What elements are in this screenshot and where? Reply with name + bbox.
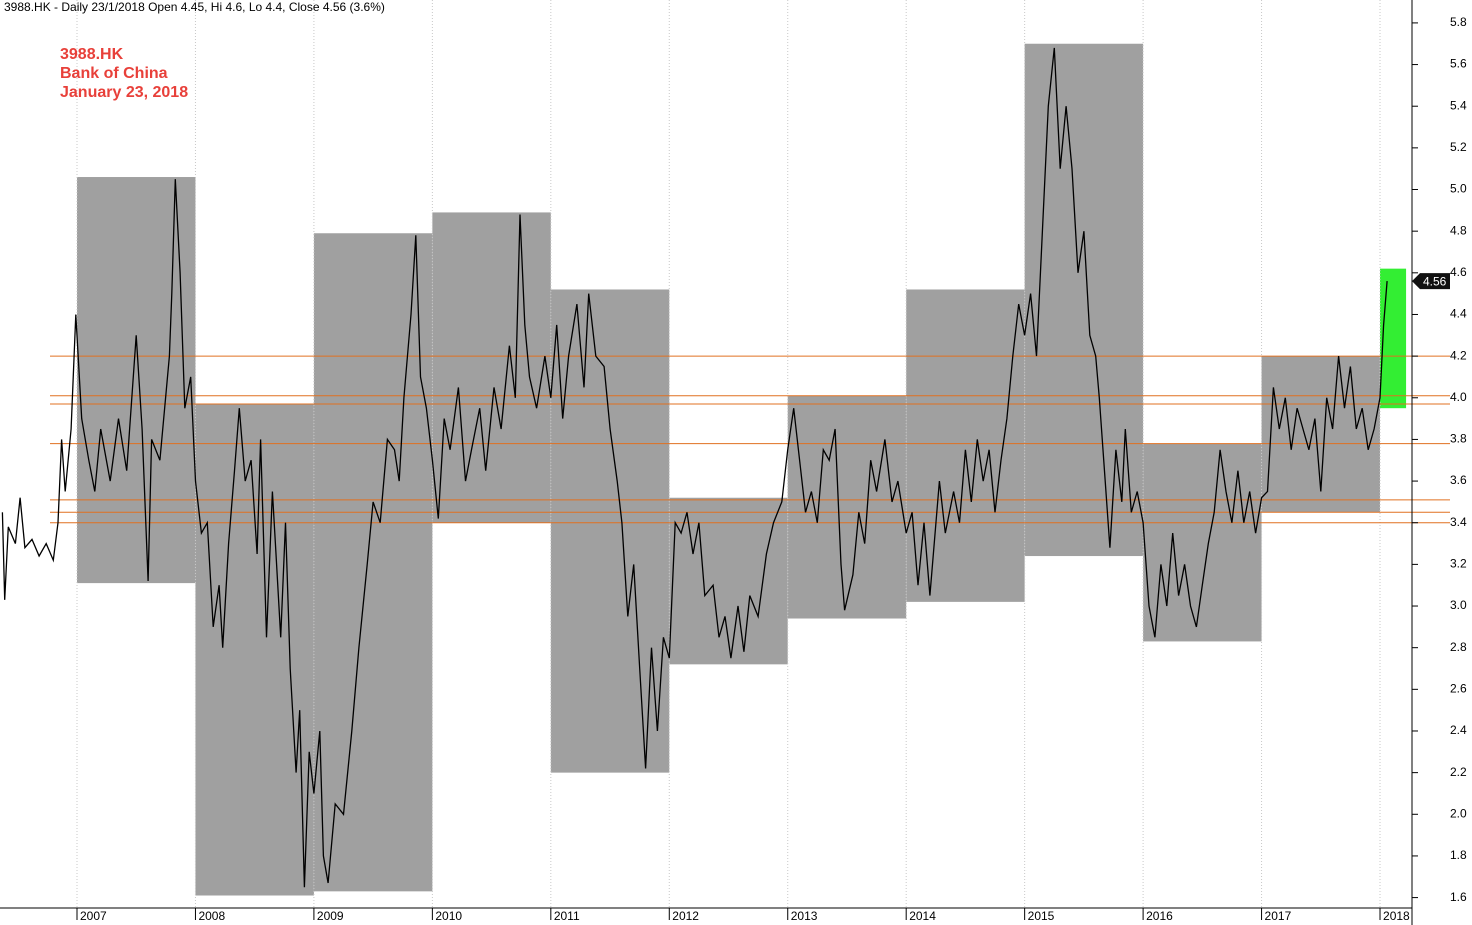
y-tick-label: 2.4 <box>1450 723 1467 737</box>
range-box <box>1380 268 1407 409</box>
levels <box>50 355 1450 524</box>
header: 3988.HK - Daily 23/1/2018 Open 4.45, Hi … <box>4 0 385 14</box>
y-tick-label: 5.4 <box>1450 98 1467 112</box>
y-tick-label: 5.6 <box>1450 57 1467 71</box>
y-tick-label: 5.2 <box>1450 140 1467 154</box>
y-tick-label: 1.6 <box>1450 890 1467 904</box>
y-tick-label: 5.8 <box>1450 15 1467 29</box>
y-tick-label: 3.0 <box>1450 598 1467 612</box>
x-tick-label: 2012 <box>672 909 699 923</box>
last-value-label: 4.56 <box>1423 274 1447 288</box>
annotation: 3988.HK <box>60 46 124 63</box>
y-tick-label: 4.6 <box>1450 265 1467 279</box>
price-line <box>1 47 1388 888</box>
x-tick-label: 2014 <box>909 909 936 923</box>
y-tick-label: 4.0 <box>1450 390 1467 404</box>
y-tick-label: 4.8 <box>1450 223 1467 237</box>
last-value-box <box>1412 273 1450 290</box>
y-tick-label: 3.8 <box>1450 432 1467 446</box>
range-box <box>1143 443 1262 642</box>
y-tick-label: 2.2 <box>1450 765 1467 779</box>
range-box <box>1024 43 1144 557</box>
y-tick-label: 3.2 <box>1450 557 1467 571</box>
y-tick-label: 5.0 <box>1450 182 1467 196</box>
annotation: Bank of China <box>60 65 168 82</box>
range-box <box>195 404 314 896</box>
x-tick-label: 2009 <box>317 909 344 923</box>
x-tick-label: 2015 <box>1028 909 1055 923</box>
x-tick-label: 2017 <box>1265 909 1292 923</box>
annotation: January 23, 2018 <box>60 84 188 101</box>
y-tick-label: 4.2 <box>1450 348 1467 362</box>
y-tick-label: 2.6 <box>1450 682 1467 696</box>
y-tick-label: 2.8 <box>1450 640 1467 654</box>
y-tick-label: 3.6 <box>1450 473 1467 487</box>
y-tick-label: 2.0 <box>1450 806 1467 820</box>
x-tick-label: 2013 <box>791 909 818 923</box>
x-tick-label: 2018 <box>1383 909 1410 923</box>
x-tick-label: 2008 <box>198 909 225 923</box>
range-box <box>76 177 196 584</box>
range-boxes <box>76 43 1407 896</box>
x-tick-label: 2010 <box>435 909 462 923</box>
y-tick-label: 4.4 <box>1450 307 1467 321</box>
y-tick-label: 3.4 <box>1450 515 1467 529</box>
x-tick-label: 2016 <box>1146 909 1173 923</box>
price-line <box>1 47 1388 888</box>
x-tick-label: 2007 <box>80 909 107 923</box>
range-box <box>432 212 551 523</box>
range-box <box>906 289 1025 602</box>
x-tick-label: 2011 <box>554 909 580 923</box>
grid <box>76 0 1381 908</box>
y-tick-label: 1.8 <box>1450 848 1467 862</box>
range-box <box>313 233 433 892</box>
